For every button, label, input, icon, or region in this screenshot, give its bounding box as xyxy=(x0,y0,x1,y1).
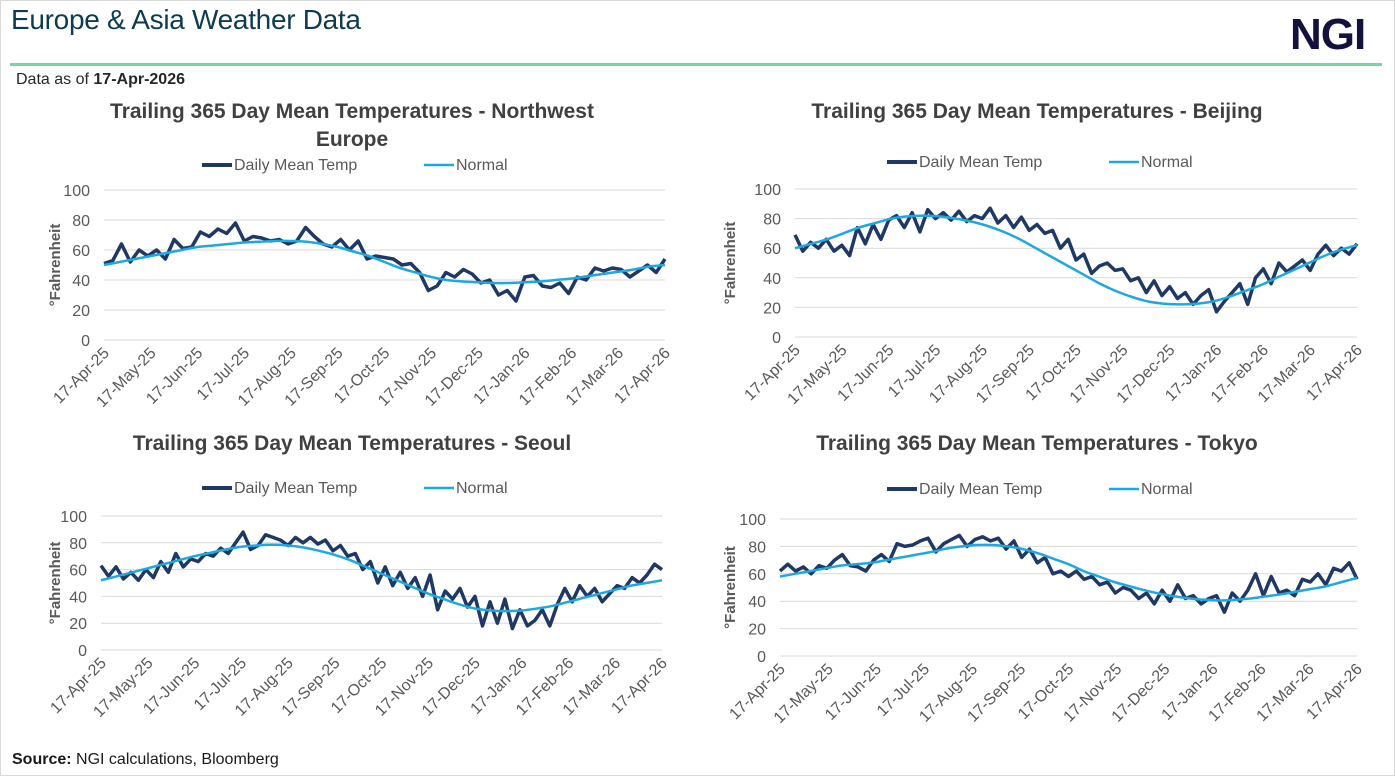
header-divider xyxy=(10,63,1382,66)
y-tick-label: 100 xyxy=(754,182,781,199)
series-daily-mean-temp xyxy=(793,206,1359,314)
legend-label-daily: Daily Mean Temp xyxy=(919,481,1042,498)
y-tick-label: 60 xyxy=(748,567,766,584)
y-tick-label: 80 xyxy=(69,536,87,553)
y-axis-label: °Fahrenheit xyxy=(722,222,739,305)
y-axis-label: °Fahrenheit xyxy=(47,224,64,307)
legend: Daily Mean Temp Normal xyxy=(887,481,1193,498)
y-tick-label: 40 xyxy=(763,271,781,288)
series-normal xyxy=(794,214,1358,306)
series-normal xyxy=(103,239,666,285)
chart-title: Trailing 365 Day Mean Temperatures - Nor… xyxy=(110,100,594,123)
chart-northwest-europe: Trailing 365 Day Mean Temperatures - Nor… xyxy=(47,100,674,411)
chart-tokyo: Trailing 365 Day Mean Temperatures - Tok… xyxy=(722,432,1366,727)
y-axis-label: °Fahrenheit xyxy=(722,546,739,629)
chart-title: Trailing 365 Day Mean Temperatures - Bei… xyxy=(811,100,1262,123)
y-tick-label: 100 xyxy=(60,509,87,526)
y-tick-label: 0 xyxy=(81,333,90,350)
y-tick-label: 40 xyxy=(69,589,87,606)
legend-label-daily: Daily Mean Temp xyxy=(234,157,357,174)
y-axis-label: °Fahrenheit xyxy=(47,542,64,625)
series-daily-mean-temp xyxy=(99,530,664,631)
y-tick-label: 80 xyxy=(72,213,90,230)
series-normal xyxy=(100,543,663,613)
y-tick-label: 60 xyxy=(763,241,781,258)
legend-label-normal: Normal xyxy=(456,480,508,497)
legend-label-daily: Daily Mean Temp xyxy=(234,480,357,497)
y-tick-label: 20 xyxy=(763,300,781,317)
y-tick-label: 100 xyxy=(63,183,90,200)
legend-label-normal: Normal xyxy=(456,157,508,174)
legend: Daily Mean Temp Normal xyxy=(887,154,1193,171)
chart-title: Trailing 365 Day Mean Temperatures - Tok… xyxy=(816,432,1258,455)
series-normal xyxy=(779,543,1358,602)
as-of-label: Data as of xyxy=(16,71,89,88)
y-tick-label: 20 xyxy=(72,303,90,320)
y-tick-label: 100 xyxy=(739,512,766,529)
source-label: Source: xyxy=(12,751,72,768)
chart-title: Europe xyxy=(316,128,388,151)
y-tick-label: 80 xyxy=(748,539,766,556)
y-tick-label: 60 xyxy=(72,243,90,260)
y-tick-label: 80 xyxy=(763,212,781,229)
series-daily-mean-temp xyxy=(103,221,667,303)
legend-label-daily: Daily Mean Temp xyxy=(919,154,1042,171)
y-tick-label: 0 xyxy=(772,330,781,347)
legend-label-normal: Normal xyxy=(1141,481,1193,498)
y-tick-label: 40 xyxy=(72,273,90,290)
y-tick-label: 20 xyxy=(748,622,766,639)
y-tick-label: 0 xyxy=(757,649,766,666)
chart-seoul: Trailing 365 Day Mean Temperatures - Seo… xyxy=(47,432,671,721)
ngi-logo: NGI xyxy=(1290,10,1366,59)
y-tick-label: 60 xyxy=(69,563,87,580)
source-text: NGI calculations, Bloomberg xyxy=(76,751,279,768)
legend: Daily Mean Temp Normal xyxy=(202,157,508,174)
series-daily-mean-temp xyxy=(778,533,1359,614)
legend-label-normal: Normal xyxy=(1141,154,1193,171)
chart-beijing: Trailing 365 Day Mean Temperatures - Bei… xyxy=(722,100,1366,408)
chart-title: Trailing 365 Day Mean Temperatures - Seo… xyxy=(133,432,571,455)
as-of-line: Data as of 17-Apr-2026 xyxy=(16,71,185,89)
y-tick-label: 20 xyxy=(69,616,87,633)
y-tick-label: 0 xyxy=(78,643,87,660)
source-note: Source: NGI calculations, Bloomberg xyxy=(12,751,279,769)
y-tick-label: 40 xyxy=(748,594,766,611)
page-title: Europe & Asia Weather Data xyxy=(11,4,361,35)
legend: Daily Mean Temp Normal xyxy=(202,480,508,497)
as-of-date: 17-Apr-2026 xyxy=(93,71,185,88)
